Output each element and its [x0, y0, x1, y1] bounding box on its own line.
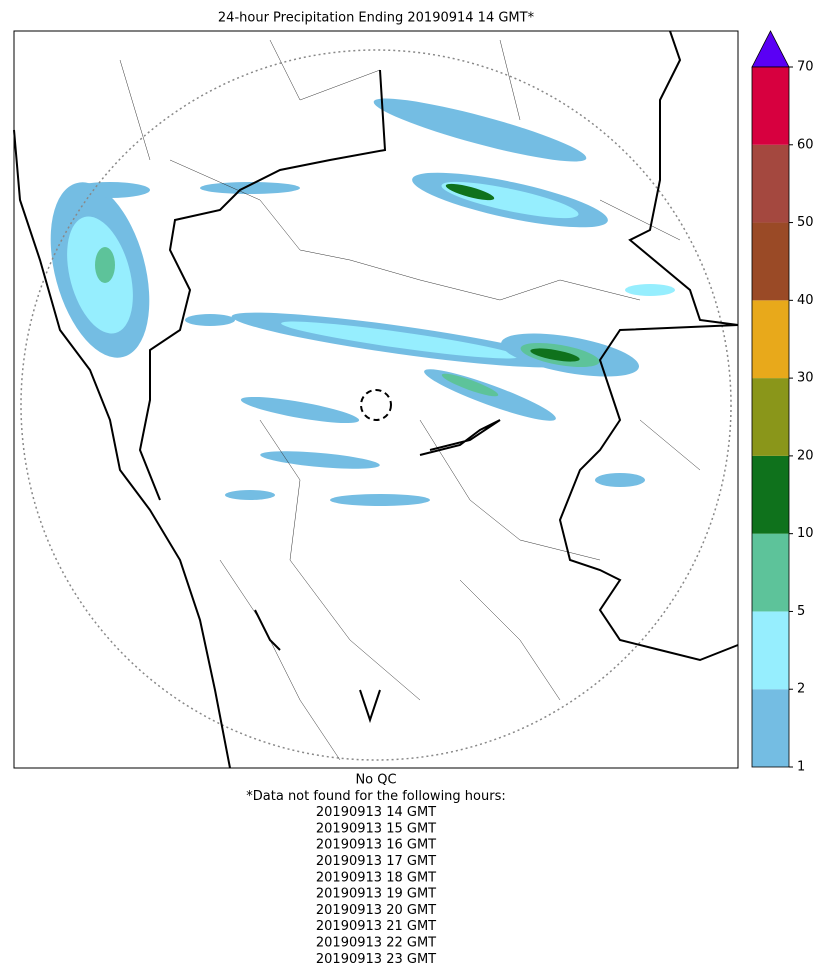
colorbar: 1 2 5 10 20 30 40 50 60 70 — [751, 30, 814, 775]
map — [13, 30, 739, 769]
footer-line: 20190913 15 GMT — [316, 821, 436, 836]
colorbar-segment — [752, 689, 789, 767]
colorbar-tick-label: 50 — [797, 215, 814, 230]
colorbar-tick-label: 60 — [797, 137, 814, 152]
map-title: 24-hour Precipitation Ending 20190914 14… — [218, 11, 535, 26]
footer-line: 20190913 22 GMT — [316, 936, 436, 951]
colorbar-segment — [752, 67, 789, 145]
footer-line: 20190913 20 GMT — [316, 903, 436, 918]
colorbar-segment — [752, 378, 789, 456]
footer-line: 20190913 19 GMT — [316, 887, 436, 902]
footer-line: 20190913 21 GMT — [316, 919, 436, 934]
footer-line: No QC — [355, 773, 396, 788]
colorbar-segment — [752, 533, 789, 612]
colorbar-segment — [752, 222, 789, 301]
colorbar-frame — [751, 66, 790, 768]
colorbar-tick-label: 20 — [797, 448, 814, 463]
colorbar-tick-label: 10 — [797, 526, 814, 541]
colorbar-tick-label: 30 — [797, 371, 814, 386]
footer-line: 20190913 23 GMT — [316, 952, 436, 967]
colorbar-segment — [752, 144, 789, 223]
footer-line: 20190913 17 GMT — [316, 854, 436, 869]
footer-line: 20190913 14 GMT — [316, 805, 436, 820]
footer-line: *Data not found for the following hours: — [246, 789, 505, 804]
colorbar-segment — [752, 455, 789, 534]
footer-line: 20190913 16 GMT — [316, 838, 436, 853]
colorbar-segment — [752, 611, 789, 690]
colorbar-tick-label: 2 — [797, 682, 805, 697]
colorbar-tick-label: 5 — [797, 604, 805, 619]
footer: No QC*Data not found for the following h… — [246, 773, 505, 967]
footer-line: 20190913 18 GMT — [316, 870, 436, 885]
precipitation — [50, 98, 675, 506]
colorbar-segment — [752, 300, 789, 379]
colorbar-tick-label: 40 — [797, 293, 814, 308]
colorbar-tick-label: 70 — [797, 60, 814, 75]
colorbar-tick-label: 1 — [797, 760, 805, 775]
colorbar-extend — [751, 30, 790, 68]
